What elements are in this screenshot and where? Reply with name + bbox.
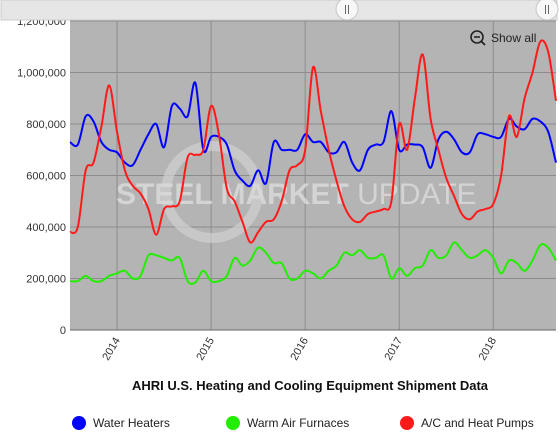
- watermark: STEEL MARKET UPDATE: [116, 141, 477, 243]
- x-tick-label: 2018: [477, 335, 500, 362]
- x-tick-label: 2016: [288, 335, 311, 362]
- zoom-out-icon[interactable]: [470, 30, 486, 46]
- navigator-handle-right[interactable]: [535, 0, 559, 21]
- grid: [70, 20, 556, 331]
- y-tick-label: 400,000: [26, 222, 66, 234]
- series-line-warm-air-furnaces: [69, 241, 557, 285]
- x-tick-label: 2014: [100, 335, 123, 362]
- y-tick-label: 1,000,000: [17, 68, 66, 80]
- legend-item-warm-air-furnaces[interactable]: Warm Air Furnaces: [226, 416, 349, 430]
- watermark-text: STEEL MARKET UPDATE: [116, 178, 477, 211]
- navigator-handle-left[interactable]: [335, 0, 359, 21]
- series-line-water-heaters: [69, 81, 557, 188]
- legend-label: A/C and Heat Pumps: [421, 416, 534, 430]
- legend-swatch: [400, 416, 414, 430]
- legend: Water Heaters Warm Air Furnaces A/C and He…: [0, 416, 560, 432]
- legend-swatch: [72, 416, 86, 430]
- y-tick-label: 600,000: [26, 171, 66, 183]
- legend-item-a-c-and-heat-pumps[interactable]: A/C and Heat Pumps: [400, 416, 534, 430]
- x-tick-label: 2015: [194, 335, 217, 362]
- legend-label: Water Heaters: [93, 416, 170, 430]
- navigator-track: [0, 0, 558, 21]
- chart-title: AHRI U.S. Heating and Cooling Equipment …: [131, 378, 489, 393]
- y-tick-label: 0: [60, 325, 66, 337]
- legend-label: Warm Air Furnaces: [247, 416, 350, 430]
- y-axis-ticks: 0200,000400,000600,000800,0001,000,0001,…: [17, 16, 66, 337]
- show-all-button[interactable]: Show all: [470, 30, 536, 46]
- series-lines: [69, 39, 557, 285]
- watermark-logo: [161, 141, 263, 243]
- y-tick-label: 800,000: [26, 119, 66, 131]
- series-line-a-c-and-heat-pumps: [69, 39, 557, 244]
- show-all-label[interactable]: Show all: [491, 31, 536, 45]
- legend-swatch: [226, 416, 240, 430]
- x-axis-ticks: 2014 2015 2016 2017 2018: [100, 335, 499, 362]
- range-navigator[interactable]: [0, 0, 559, 21]
- legend-item-water-heaters[interactable]: Water Heaters: [72, 416, 170, 430]
- x-tick-label: 2017: [383, 335, 406, 362]
- y-tick-label: 200,000: [26, 274, 66, 286]
